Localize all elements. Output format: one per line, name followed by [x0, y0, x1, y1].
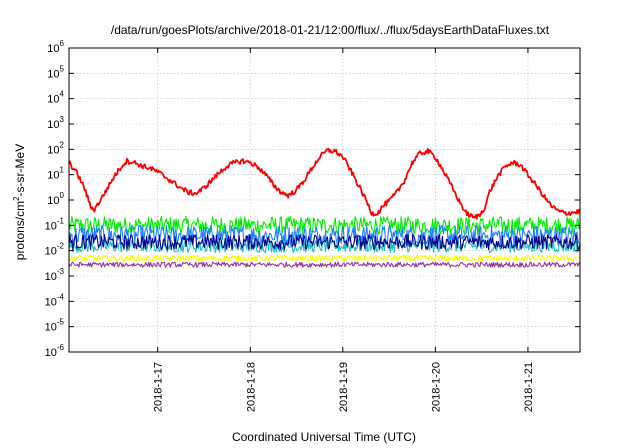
y-tick-label: 102 [47, 140, 64, 156]
y-axis-label-pre: protons/cm [13, 201, 27, 260]
series-line [68, 261, 581, 268]
y-tick-label: 104 [47, 90, 64, 106]
y-tick-label: 101 [47, 166, 64, 182]
y-tick-label: 103 [47, 115, 64, 131]
y-tick-label: 10-3 [45, 267, 65, 283]
x-tick-label: 2018-1-21 [523, 362, 535, 412]
x-tick-labels: 2018-1-17 2018-1-18 2018-1-19 2018-1-20 2018… [153, 362, 535, 412]
series-line [68, 215, 581, 235]
y-tick-labels: 10-6 10-5 10-4 10-3 10-2 10-1 100 101 102 103 104 1… [45, 39, 65, 359]
y-axis-label: protons/cm2-s-sr-MeV [12, 144, 27, 260]
y-axis-label-sup: 2 [12, 196, 21, 201]
y-tick-label: 10-2 [45, 242, 65, 258]
y-tick-label: 100 [47, 191, 64, 207]
series-group [68, 147, 581, 268]
y-tick-label: 10-5 [45, 318, 65, 334]
x-tick-label: 2018-1-17 [153, 362, 165, 412]
plot-frame [68, 47, 581, 353]
x-axis-label: Coordinated Universal Time (UTC) [232, 430, 416, 444]
series-line [68, 233, 581, 251]
y-axis-label-post: -s-sr-MeV [13, 144, 27, 197]
y-tick-label: 106 [47, 39, 64, 55]
x-tick-label: 2018-1-20 [430, 362, 442, 412]
y-tick-label: 10-1 [45, 216, 65, 232]
y-tick-label: 10-4 [45, 292, 65, 308]
series-line [68, 254, 581, 262]
x-tick-label: 2018-1-19 [338, 362, 350, 412]
y-tick-label: 105 [47, 64, 64, 80]
y-tick-label: 10-6 [45, 343, 65, 359]
grid-lines [69, 48, 580, 352]
x-tick-label: 2018-1-18 [245, 362, 257, 412]
series-line [68, 147, 581, 220]
chart-title: /data/run/goesPlots/archive/2018-01-21/1… [111, 23, 550, 37]
